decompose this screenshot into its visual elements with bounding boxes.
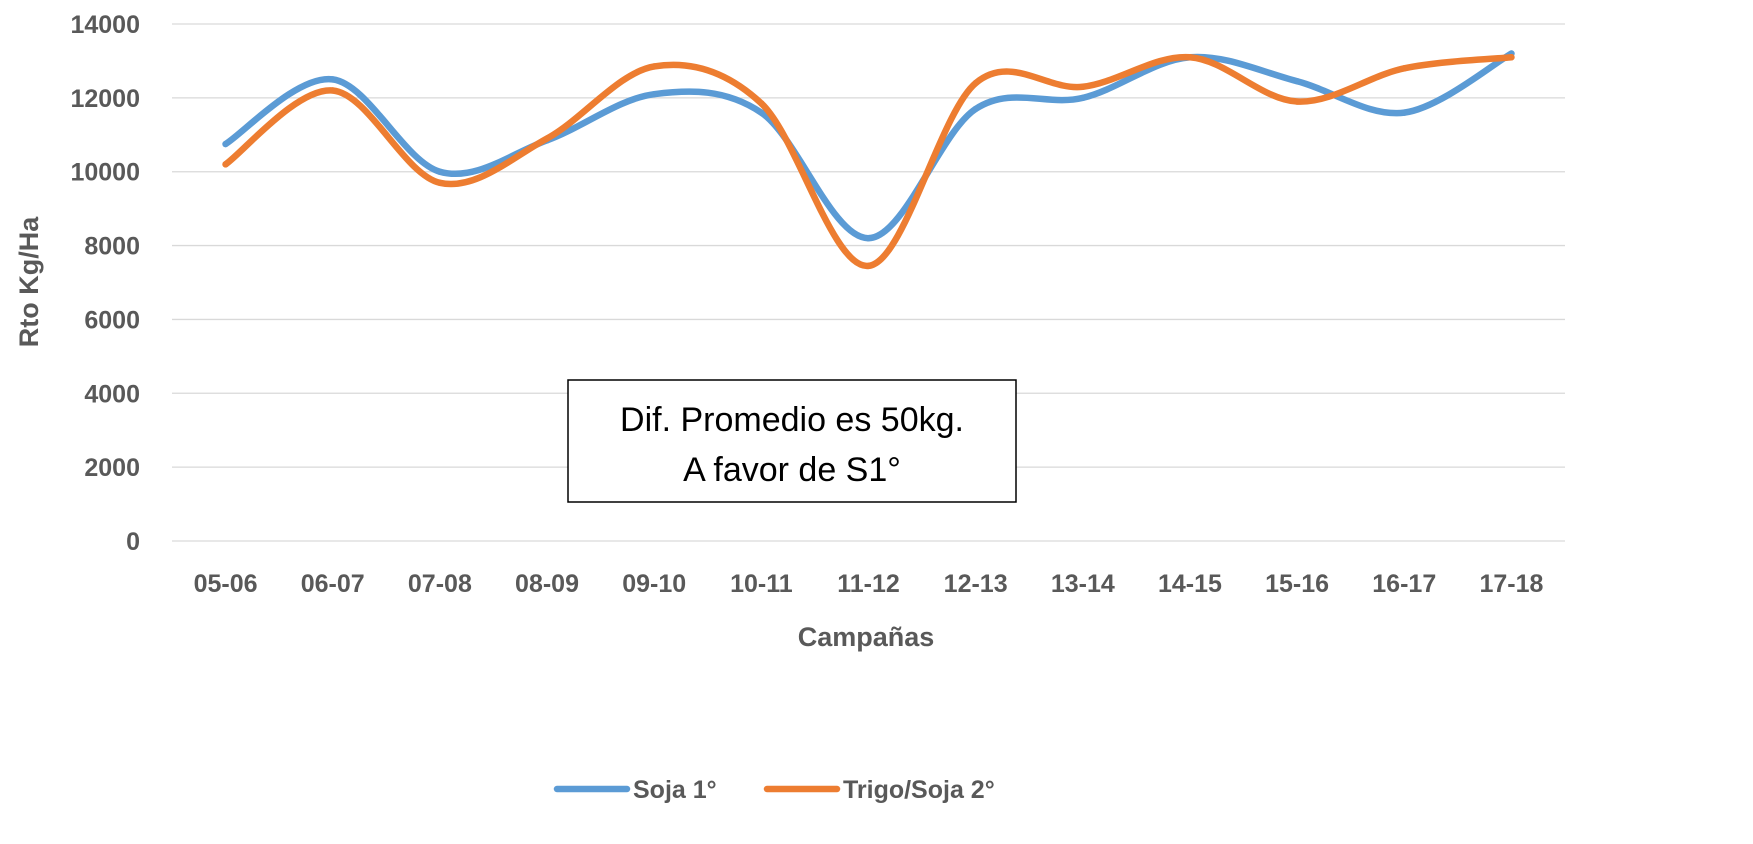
series-2-point-07-08 xyxy=(436,179,444,186)
y-tick-label: 8000 xyxy=(84,233,140,261)
y-tick-label: 4000 xyxy=(84,380,140,408)
x-axis-ticks: 05-06 06-07 07-08 08-09 09-10 10-11 11-12 12-13… xyxy=(194,570,1544,598)
y-axis-title: Rto Kg/Ha xyxy=(14,216,44,347)
x-tick-label: 15-16 xyxy=(1265,570,1329,598)
x-tick-label: 11-12 xyxy=(837,570,900,598)
series-2-point-13-14 xyxy=(1079,83,1087,90)
y-tick-label: 10000 xyxy=(70,159,140,187)
annotation-box: Dif. Promedio es 50kg. A favor de S1° xyxy=(567,379,1017,503)
series-1-point-09-10 xyxy=(650,90,658,98)
y-axis-ticks: 0 2000 4000 6000 8000 10000 12000 14000 xyxy=(70,11,140,556)
series-1-point-11-12 xyxy=(865,234,872,242)
x-tick-label: 06-07 xyxy=(301,570,365,598)
series-2-point-16-17 xyxy=(1401,65,1408,72)
x-tick-label: 05-06 xyxy=(194,570,258,598)
series-lines xyxy=(222,50,1515,270)
series-1-point-05-06 xyxy=(222,140,229,148)
x-tick-label: 13-14 xyxy=(1051,570,1115,598)
series-1-point-16-17 xyxy=(1401,109,1408,116)
series-2-point-06-07 xyxy=(329,87,336,94)
series-2-point-12-13 xyxy=(972,79,979,87)
x-tick-label: 10-11 xyxy=(730,570,793,598)
annotation-line-1: Dif. Promedio es 50kg. xyxy=(620,401,964,439)
series-2-point-11-12 xyxy=(865,262,872,270)
x-tick-label: 14-15 xyxy=(1158,570,1222,598)
series-2-point-05-06 xyxy=(222,161,229,168)
x-tick-label: 16-17 xyxy=(1372,570,1436,598)
series-1-point-10-11 xyxy=(758,109,765,116)
legend-label-1: Soja 1° xyxy=(633,776,717,804)
series-2-point-15-16 xyxy=(1293,98,1301,105)
legend-label-2: Trigo/Soja 2° xyxy=(843,776,995,804)
y-tick-label: 6000 xyxy=(84,306,140,334)
x-tick-label: 07-08 xyxy=(408,570,472,598)
series-1-point-06-07 xyxy=(329,76,336,83)
x-tick-label: 09-10 xyxy=(622,570,686,598)
series-2-point-14-15 xyxy=(1186,54,1194,61)
legend: Soja 1° Trigo/Soja 2° xyxy=(553,776,995,804)
x-tick-label: 17-18 xyxy=(1479,570,1543,598)
x-tick-label: 08-09 xyxy=(515,570,579,598)
y-tick-label: 2000 xyxy=(84,454,140,482)
series-1-point-12-13 xyxy=(972,105,979,113)
series-2-point-08-09 xyxy=(543,135,551,142)
x-axis-title: Campañas xyxy=(798,622,935,652)
series-line-1 xyxy=(222,50,1515,242)
y-tick-label: 0 xyxy=(126,528,140,556)
annotation-line-2: A favor de S1° xyxy=(683,451,901,489)
series-2-point-10-11 xyxy=(758,100,765,107)
series-2-point-09-10 xyxy=(650,63,658,70)
series-2-point-17-18 xyxy=(1508,54,1515,61)
series-1-point-13-14 xyxy=(1079,94,1087,102)
series-1-point-07-08 xyxy=(436,168,444,175)
x-tick-label: 12-13 xyxy=(944,570,1008,598)
y-tick-label: 12000 xyxy=(70,85,140,113)
y-tick-label: 14000 xyxy=(70,11,140,39)
series-1-point-15-16 xyxy=(1293,78,1301,85)
annotation-border xyxy=(567,379,1017,503)
